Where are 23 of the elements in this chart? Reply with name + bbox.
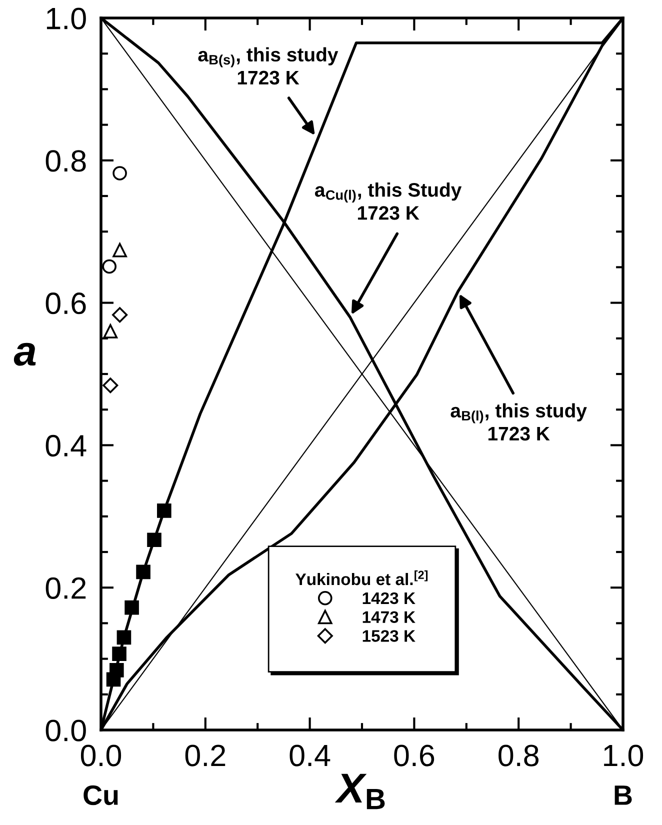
y-tick-label: 0.8 <box>46 150 86 172</box>
legend-label: 1423 K <box>362 592 416 604</box>
x-tick-label: 1.0 <box>604 744 644 766</box>
x-tick-label: 0.4 <box>290 744 330 766</box>
x-tick-label: 0.6 <box>394 744 434 766</box>
annotation: a$_{B(l)}$, this study 1723 K <box>450 403 587 441</box>
x-tick-label: 0.8 <box>498 744 539 766</box>
x-tick-label: 0.2 <box>185 744 226 766</box>
y-tick-label: 0.2 <box>46 577 86 599</box>
annotation: a$_{Cu(l)}$, this Study 1723 K <box>314 182 462 220</box>
y-tick-label: 1.0 <box>46 8 86 30</box>
text: Cu <box>84 785 118 806</box>
legend-label: 1473 K <box>362 611 416 624</box>
text: B <box>614 786 632 805</box>
y-tick-label: 0.0 <box>46 720 86 742</box>
x-axis-title: X$_{B}$ <box>334 774 385 810</box>
legend-label: 1523 K <box>362 630 416 642</box>
annotation: a$_{B(s)}$, this study 1723 K <box>198 47 338 85</box>
y-axis-title: a <box>14 342 36 366</box>
legend-title: Yukinobu et al.$^{[2]}$ <box>296 570 428 586</box>
x-tick-label: 0.0 <box>80 744 122 766</box>
y-tick-label: 0.6 <box>46 292 86 314</box>
y-tick-label: 0.4 <box>46 434 86 457</box>
